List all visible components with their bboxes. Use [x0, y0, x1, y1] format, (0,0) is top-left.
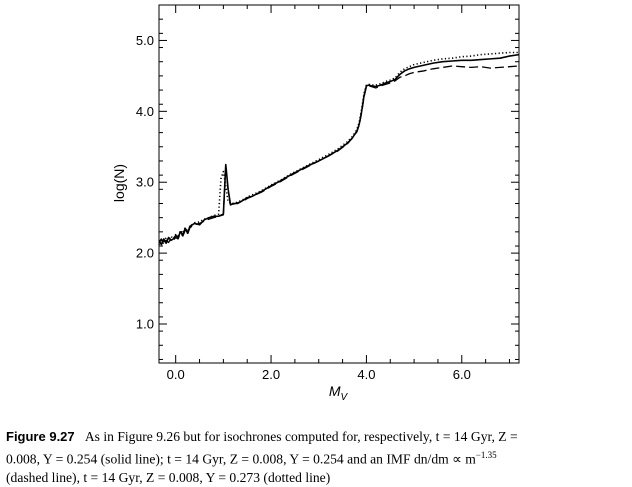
x-axis-label-main: M: [329, 383, 341, 399]
x-tick-label: 4.0: [357, 367, 375, 382]
figure-label: Figure 9.27: [6, 429, 75, 444]
x-tick-label: 6.0: [453, 367, 471, 382]
caption-line-2: 0.008, Y = 0.254 (solid line); t = 14 Gy…: [6, 446, 628, 469]
plot-area: 0.0 2.0 4.0 6.0 1.0 2.0 3.0 4.0 5.0: [136, 4, 520, 382]
x-tick-label: 2.0: [262, 367, 280, 382]
chart: 0.0 2.0 4.0 6.0 1.0 2.0 3.0 4.0 5.0 MV log(N): [111, 4, 520, 403]
caption-text-1: As in Figure 9.26 but for isochrones com…: [84, 429, 518, 444]
series-line-dotted: [158, 51, 519, 245]
x-axis-label-sub: V: [341, 392, 349, 403]
caption-line-3: (dashed line), t = 14 Gyr, Z = 0.008, Y …: [6, 469, 628, 487]
caption-line-1: Figure 9.27 As in Figure 9.26 but for is…: [6, 428, 628, 446]
y-tick-label: 5.0: [136, 33, 154, 48]
caption-sup: −1.35: [475, 450, 497, 460]
series-line-dashed: [158, 65, 520, 246]
x-axis-label: MV: [329, 383, 349, 403]
caption-text-2: 0.008, Y = 0.254 (solid line); t = 14 Gy…: [6, 451, 476, 467]
y-axis-label: log(N): [111, 164, 127, 202]
y-tick-label: 1.0: [136, 317, 154, 332]
caption-text-3: (dashed line), t = 14 Gyr, Z = 0.008, Y …: [6, 469, 331, 485]
x-tick-label: 0.0: [167, 367, 185, 382]
y-tick-label: 4.0: [136, 104, 154, 119]
y-tick-label: 3.0: [136, 175, 154, 190]
y-tick-label: 2.0: [136, 246, 154, 261]
figure-caption: Figure 9.27 As in Figure 9.26 but for is…: [6, 428, 628, 487]
plot-frame: [158, 4, 520, 364]
